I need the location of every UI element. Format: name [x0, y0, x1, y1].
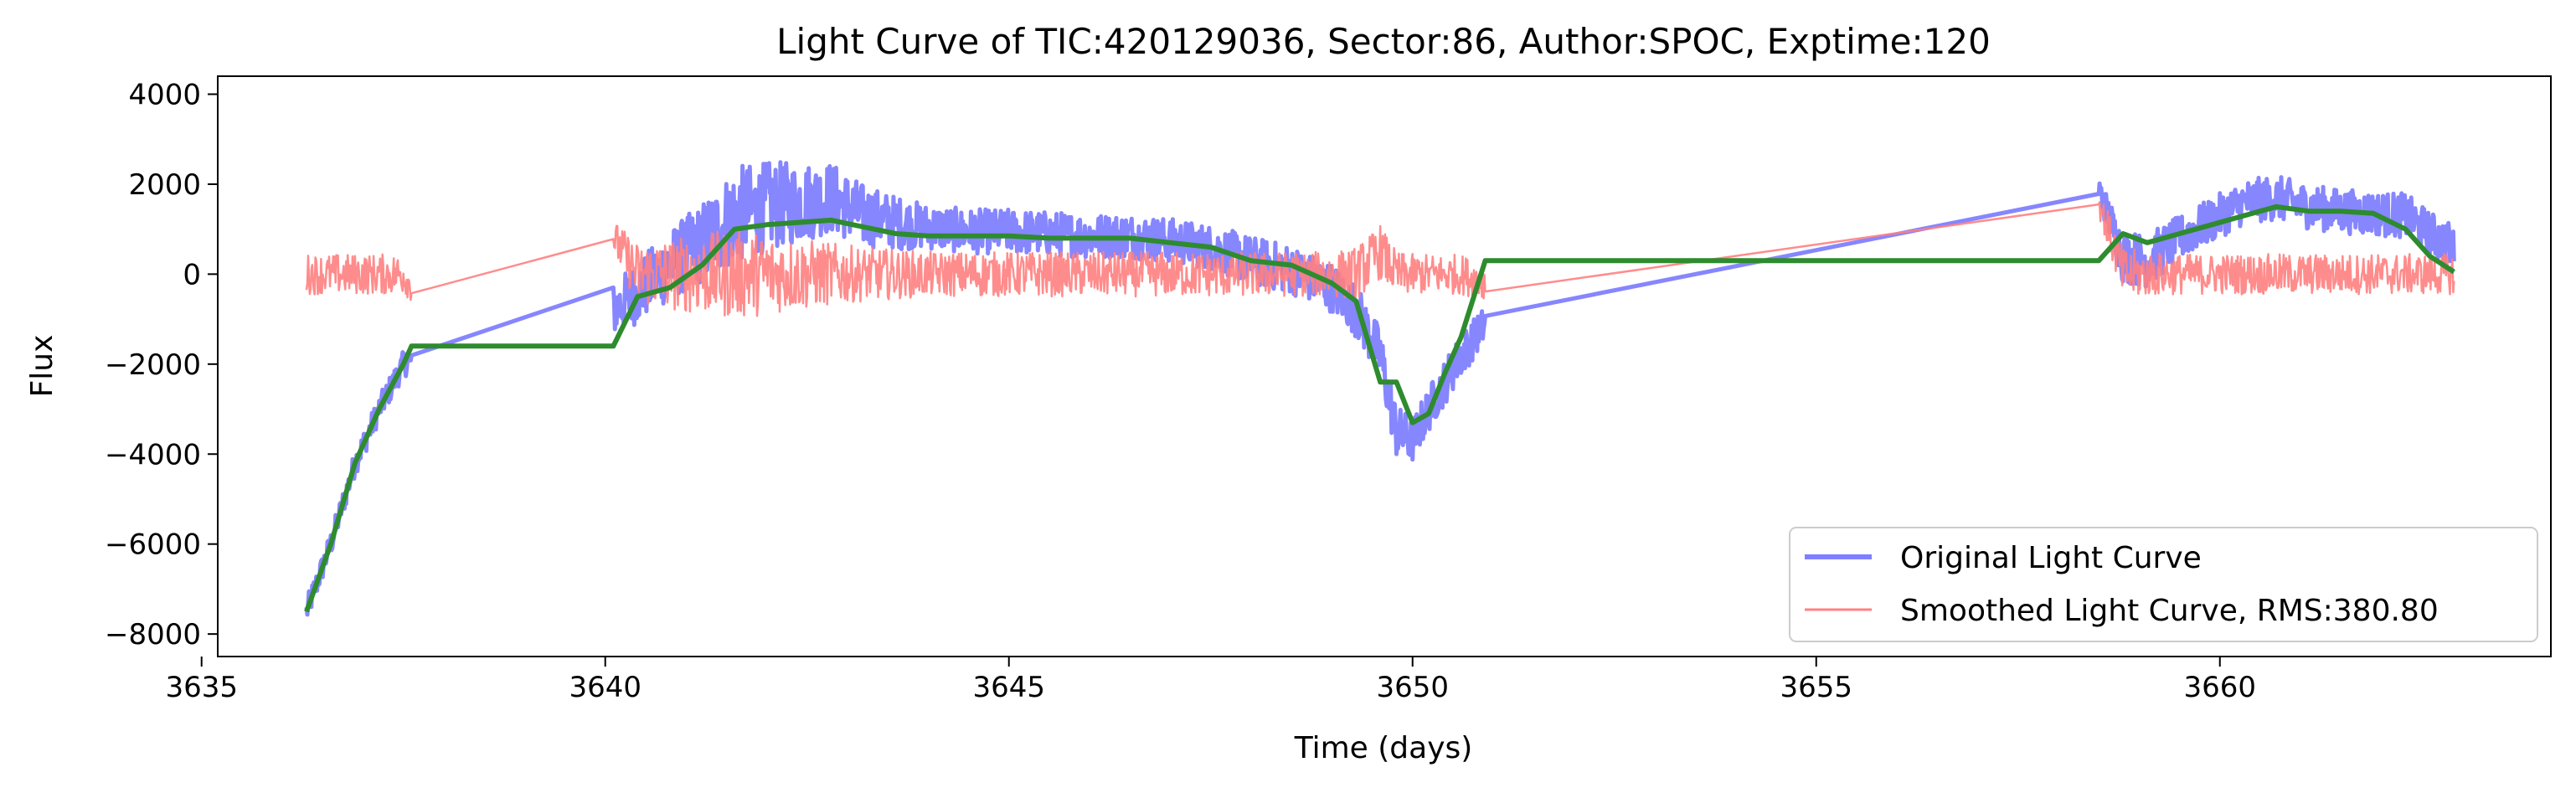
y-tick-label: −2000	[105, 348, 201, 382]
trend-line	[304, 203, 2455, 613]
x-tick-label: 3640	[569, 671, 641, 704]
y-axis-label: Flux	[25, 335, 59, 398]
y-tick-label: −8000	[105, 618, 201, 652]
legend-box	[1789, 527, 2538, 642]
x-axis-label: Time (days)	[1294, 731, 1473, 765]
x-axis: 3635 3640 3645 3650 3655 3660	[165, 657, 2256, 704]
legend-label-smoothed: Smoothed Light Curve, RMS:380.80	[1900, 594, 2439, 628]
y-tick-label: 0	[183, 258, 201, 291]
x-tick-label: 3645	[972, 671, 1045, 704]
series-2	[304, 203, 2455, 613]
x-tick-label: 3660	[2183, 671, 2256, 704]
series-layer	[304, 160, 2456, 617]
plot-frame	[217, 75, 2552, 657]
series-1	[305, 201, 2455, 317]
chart-title: Light Curve of TIC:420129036, Sector:86,…	[776, 21, 1991, 62]
y-tick-label: −4000	[105, 438, 201, 471]
x-tick-label: 3635	[165, 671, 238, 704]
legend-label-original: Original Light Curve	[1900, 541, 2202, 575]
smoothed-light-curve-line	[305, 201, 2455, 317]
legend: Original Light Curve Smoothed Light Curv…	[1789, 527, 2538, 642]
original-light-curve-line	[304, 160, 2456, 617]
series-0	[304, 160, 2456, 617]
y-tick-label: 2000	[128, 168, 201, 202]
y-axis: −8000 −6000 −4000 −2000 0 2000 4000	[105, 78, 218, 652]
y-tick-label: −6000	[105, 528, 201, 562]
x-tick-label: 3655	[1780, 671, 1852, 704]
y-tick-label: 4000	[128, 78, 201, 111]
x-tick-label: 3650	[1376, 671, 1449, 704]
